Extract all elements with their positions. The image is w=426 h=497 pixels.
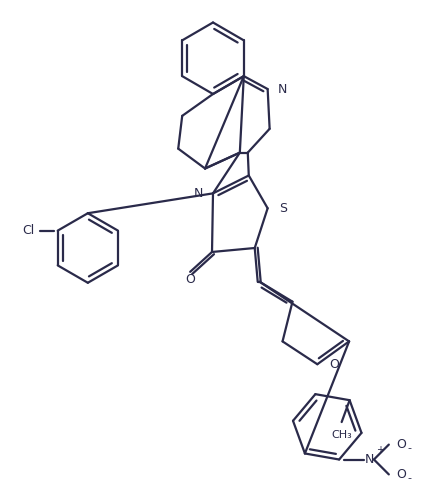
Text: N: N [277, 83, 286, 95]
Text: O: O [185, 273, 195, 286]
Text: CH₃: CH₃ [331, 430, 351, 440]
Text: N: N [193, 187, 203, 200]
Text: S: S [279, 202, 287, 215]
Text: +: + [375, 444, 383, 455]
Text: O: O [395, 438, 405, 451]
Text: Cl: Cl [22, 224, 34, 237]
Text: N: N [363, 453, 373, 466]
Text: O: O [328, 358, 338, 371]
Text: O: O [395, 468, 405, 481]
Text: -: - [407, 444, 411, 454]
Text: -: - [407, 473, 411, 484]
